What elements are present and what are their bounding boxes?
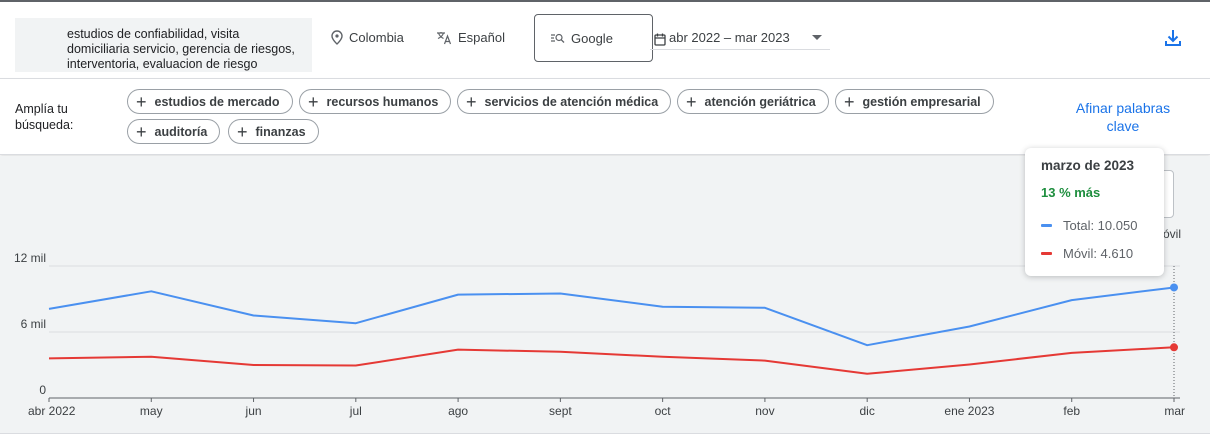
search-engine-selector[interactable]: Google [534, 14, 653, 62]
translate-icon [437, 31, 452, 44]
tooltip-movil-row: Móvil: 4.610 [1041, 246, 1164, 261]
tooltip-movil: Móvil: 4.610 [1063, 246, 1134, 261]
tooltip-title: marzo de 2023 [1041, 158, 1135, 173]
language-filter[interactable]: Español [436, 30, 505, 45]
search-engine-label: Google [571, 30, 613, 46]
plus-icon: + [136, 121, 147, 142]
x-tick-label: sept [549, 404, 572, 418]
search-engine-icon [551, 33, 565, 43]
keywords-field[interactable]: estudios de confiabilidad, visita domici… [15, 18, 312, 72]
chart-panel [0, 156, 1210, 433]
tooltip-total: Total: 10.050 [1063, 218, 1138, 233]
date-range-label: abr 2022 – mar 2023 [669, 30, 790, 45]
download-button[interactable] [1164, 28, 1182, 53]
y-tick-label: 12 mil [14, 251, 46, 265]
refine-label: Amplía tu búsqueda: [15, 102, 74, 132]
background-movil-label: óvil [1163, 227, 1182, 241]
x-tick-label: feb [1063, 404, 1080, 418]
x-tick-label: ene 2023 [944, 404, 994, 418]
highlight-point-movil [1170, 343, 1178, 352]
location-filter[interactable]: Colombia [331, 30, 404, 45]
bottom-panel [0, 433, 1210, 446]
chip-finanzas[interactable]: + finanzas [228, 119, 319, 144]
x-tick-label: jul [349, 404, 362, 418]
x-tick-label: may [140, 404, 163, 418]
chip-label: atención geriátrica [704, 94, 816, 109]
tooltip-change: 13 % más [1041, 185, 1101, 200]
x-tick-label: mar [1164, 404, 1185, 418]
x-tick-label: jun [245, 404, 262, 418]
download-icon [1165, 30, 1181, 46]
total-swatch [1041, 224, 1052, 227]
chevron-down-icon [812, 35, 822, 40]
date-range-field[interactable]: abr 2022 – mar 2023 [650, 28, 830, 50]
filter-bar: estudios de confiabilidad, visita domici… [0, 2, 1210, 78]
top-border [0, 0, 1210, 2]
chip-label: finanzas [255, 124, 306, 139]
y-tick-label: 0 [39, 383, 46, 397]
chip-atencion-geriatrica[interactable]: + atención geriátrica [677, 89, 829, 114]
plus-icon: + [237, 121, 248, 142]
x-tick-label: ago [448, 404, 468, 418]
chip-label: estudios de mercado [154, 94, 280, 109]
calendar-icon [654, 33, 666, 46]
tooltip-total-row: Total: 10.050 [1041, 218, 1164, 233]
date-range-selector[interactable]: abr 2022 – mar 2023 [650, 28, 830, 50]
series-line-total [48, 286, 1175, 347]
movil-swatch [1041, 252, 1052, 255]
plus-icon: + [686, 91, 697, 112]
language-label: Español [458, 30, 505, 45]
highlight-point-total [1170, 283, 1178, 292]
plus-icon: + [308, 91, 319, 112]
x-tick-label: abr 2022 [28, 404, 76, 418]
x-tick-label: oct [655, 404, 672, 418]
chip-servicios-de-atencion-medica[interactable]: + servicios de atención médica [457, 89, 672, 114]
location-pin-icon [331, 30, 343, 45]
plus-icon: + [136, 91, 147, 112]
chip-label: servicios de atención médica [484, 94, 659, 109]
refine-search-bar: Amplía tu búsqueda: + estudios de mercad… [0, 78, 1210, 155]
refine-keywords-link[interactable]: Afinar palabras clave [1075, 100, 1171, 134]
chip-label: gestión empresarial [862, 94, 981, 109]
location-label: Colombia [349, 30, 404, 45]
series-line-movil [48, 346, 1175, 375]
chart-tooltip: marzo de 2023 13 % más Total: 10.050 Móv… [1025, 148, 1164, 276]
chip-label: recursos humanos [326, 94, 439, 109]
chip-estudios-de-mercado[interactable]: + estudios de mercado [127, 89, 293, 114]
x-tick-label: dic [860, 404, 875, 418]
plus-icon: + [844, 91, 855, 112]
plus-icon: + [466, 91, 477, 112]
chip-recursos-humanos[interactable]: + recursos humanos [299, 89, 452, 114]
chip-gestion-empresarial[interactable]: + gestión empresarial [835, 89, 994, 114]
y-tick-label: 6 mil [21, 317, 46, 331]
chip-auditoria[interactable]: + auditoría [127, 119, 221, 144]
x-tick-label: nov [755, 404, 774, 418]
chip-label: auditoría [154, 124, 208, 139]
